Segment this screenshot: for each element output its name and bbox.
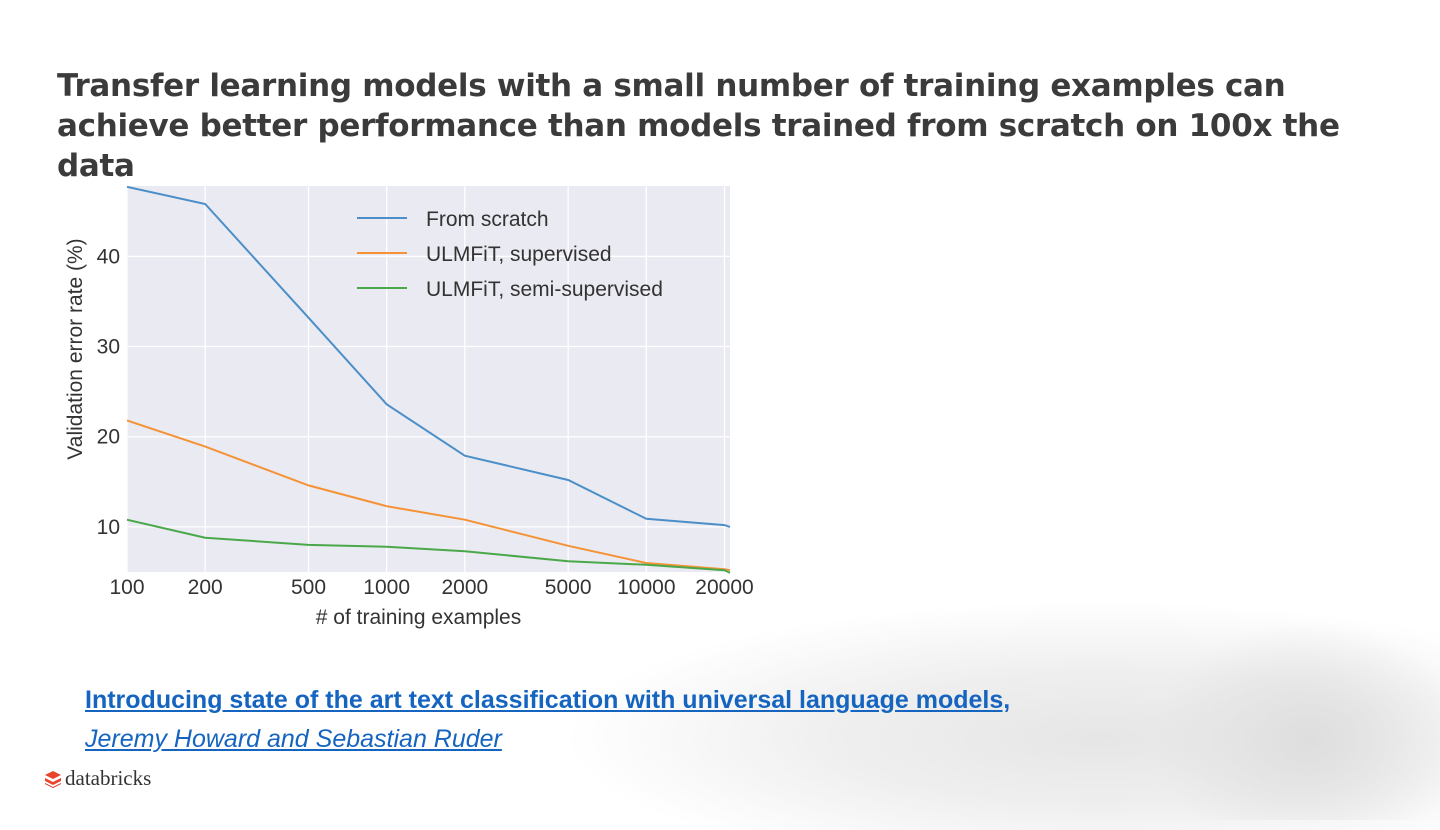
- y-axis-label: Validation error rate (%): [64, 238, 87, 459]
- series-line-0: [126, 185, 731, 528]
- y-tick-label: 30: [97, 336, 120, 359]
- y-tick-label: 10: [97, 516, 120, 539]
- x-tick-label: 10000: [617, 576, 675, 599]
- legend-label: ULMFiT, semi-supervised: [426, 278, 663, 301]
- x-axis-label: # of training examples: [316, 606, 521, 629]
- series-line-1: [126, 419, 731, 572]
- x-tick-label: 20000: [695, 576, 753, 599]
- legend-label: From scratch: [426, 208, 549, 231]
- legend-label: ULMFiT, supervised: [426, 243, 612, 266]
- x-tick-label: 500: [291, 576, 326, 599]
- x-tick-label: 200: [188, 576, 223, 599]
- x-tick-label: 1000: [363, 576, 410, 599]
- x-tick-label: 2000: [441, 576, 488, 599]
- background-cloud: [1150, 620, 1440, 820]
- databricks-logo: databricks: [44, 766, 151, 791]
- databricks-stack-icon: [45, 770, 61, 788]
- y-tick-label: 40: [97, 245, 120, 268]
- series-line-2: [126, 518, 731, 574]
- plot-area: [127, 186, 730, 572]
- line-chart: 100 200 500 1000 2000 5000 10000 20000 10 20 30 40 #…: [64, 185, 754, 629]
- reference-link[interactable]: Introducing state of the art text classi…: [85, 686, 1011, 714]
- x-tick-label: 5000: [545, 576, 592, 599]
- y-tick-label: 20: [97, 426, 120, 449]
- slide-title: Transfer learning models with a small nu…: [57, 68, 1340, 184]
- x-tick-label: 100: [109, 576, 144, 599]
- reference-authors-link[interactable]: Jeremy Howard and Sebastian Ruder: [85, 725, 502, 753]
- logo-text: databricks: [65, 766, 152, 790]
